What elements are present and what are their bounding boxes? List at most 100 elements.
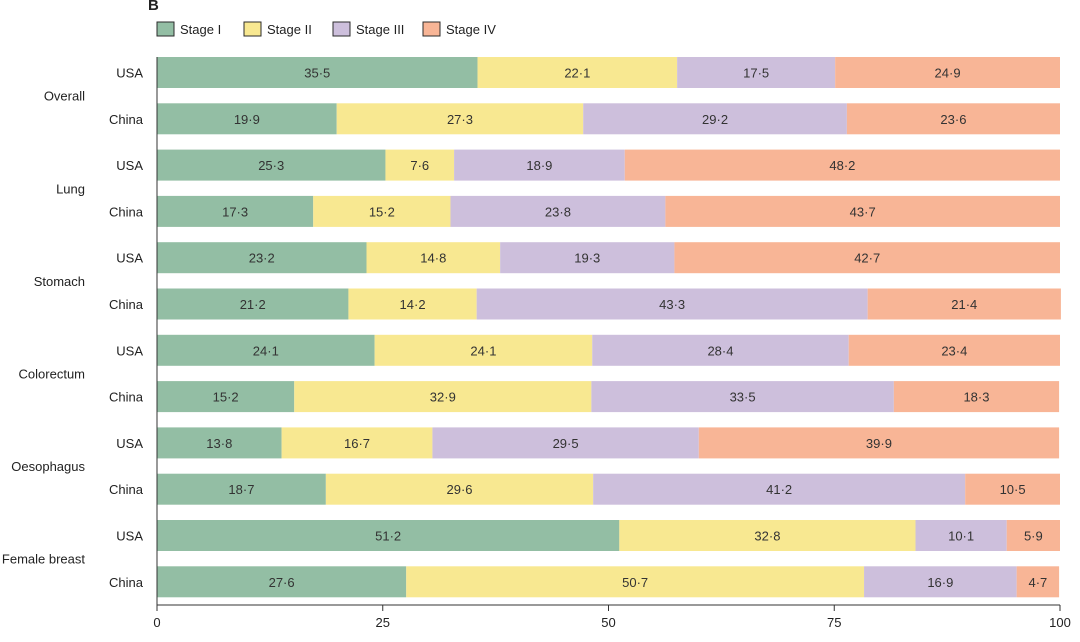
data-label-female-breast-usa-stage-i: 51·2 <box>375 529 401 544</box>
data-label-female-breast-usa-stage-iv: 5·9 <box>1024 529 1043 544</box>
data-label-oesophagus-china-stage-iii: 41·2 <box>766 482 792 497</box>
x-tick-label-75: 75 <box>827 615 841 630</box>
bars: USA 35·5 22·1 17·5 24·9 China 19·9 27·3 29·2 23·6… <box>2 57 1061 598</box>
bar-segment-colorectum-china-stage-iv <box>893 381 1060 413</box>
legend-label-stage-iii: Stage III <box>356 22 404 37</box>
bar-segment-colorectum-usa-stage-iii <box>592 334 849 366</box>
bar-segment-colorectum-china-stage-i <box>157 381 295 413</box>
bar-segment-overall-usa-stage-iii <box>677 57 836 88</box>
bar-segment-female-breast-china-stage-iii <box>864 566 1017 598</box>
bar-segment-female-breast-usa-stage-i <box>157 520 620 551</box>
data-label-oesophagus-usa-stage-i: 13·8 <box>206 436 232 451</box>
bar-segment-overall-usa-stage-i <box>157 57 478 88</box>
row-label-overall-usa: USA <box>116 66 143 81</box>
legend-swatch-stage-iv <box>422 21 441 37</box>
data-label-colorectum-usa-stage-iii: 28·4 <box>707 343 733 358</box>
group-label-overall: Overall <box>44 89 85 104</box>
data-label-lung-china-stage-ii: 15·2 <box>369 204 395 219</box>
bar-segment-overall-usa-stage-iv <box>835 57 1060 88</box>
bar-segment-stomach-china-stage-iii <box>476 288 868 320</box>
data-label-overall-china-stage-i: 19·9 <box>234 112 260 127</box>
legend-label-stage-iv: Stage IV <box>446 22 496 37</box>
legend: Stage I Stage II Stage III Stage IV <box>156 21 496 37</box>
bar-segment-overall-china-stage-ii <box>336 103 584 135</box>
data-label-lung-usa-stage-iii: 18·9 <box>526 158 552 173</box>
bar-segment-oesophagus-usa-stage-i <box>157 427 282 459</box>
bar-segment-overall-usa-stage-ii <box>477 57 678 88</box>
data-label-overall-usa-stage-iii: 17·5 <box>743 66 769 81</box>
bar-segment-female-breast-usa-stage-ii <box>619 520 916 551</box>
bar-segment-overall-china-stage-i <box>157 103 337 135</box>
data-label-lung-china-stage-iv: 43·7 <box>850 204 876 219</box>
bar-segment-oesophagus-usa-stage-iv <box>698 427 1060 459</box>
bar-segment-stomach-usa-stage-ii <box>366 242 501 274</box>
data-label-female-breast-china-stage-ii: 50·7 <box>622 575 648 590</box>
bar-segment-female-breast-china-stage-i <box>157 566 407 598</box>
bar-segment-female-breast-china-stage-iv <box>1016 566 1060 598</box>
data-label-female-breast-usa-stage-ii: 32·8 <box>754 529 780 544</box>
data-label-colorectum-china-stage-ii: 32·9 <box>430 390 456 405</box>
bar-segment-stomach-china-stage-iv <box>867 288 1061 320</box>
bar-segment-oesophagus-china-stage-ii <box>325 473 594 505</box>
data-label-overall-usa-stage-ii: 22·1 <box>564 66 590 81</box>
data-label-overall-china-stage-iii: 29·2 <box>702 112 728 127</box>
bar-segment-stomach-china-stage-i <box>157 288 349 320</box>
bar-segment-colorectum-usa-stage-ii <box>374 334 593 366</box>
bar-segment-overall-china-stage-iv <box>846 103 1060 135</box>
bar-segment-colorectum-china-stage-iii <box>591 381 894 413</box>
bar-segment-colorectum-usa-stage-iv <box>848 334 1060 366</box>
row-label-female-breast-china: China <box>109 575 144 590</box>
row-label-stomach-usa: USA <box>116 251 143 266</box>
bar-segment-oesophagus-china-stage-iii <box>593 473 966 505</box>
row-label-oesophagus-usa: USA <box>116 436 143 451</box>
group-label-oesophagus: Oesophagus <box>11 459 85 474</box>
data-label-oesophagus-china-stage-iv: 10·5 <box>1000 482 1026 497</box>
row-label-lung-usa: USA <box>116 158 143 173</box>
data-label-colorectum-usa-stage-iv: 23·4 <box>941 343 967 358</box>
data-label-oesophagus-usa-stage-iii: 29·5 <box>553 436 579 451</box>
data-label-female-breast-china-stage-i: 27·6 <box>269 575 295 590</box>
bar-segment-stomach-usa-stage-iii <box>500 242 675 274</box>
row-label-colorectum-china: China <box>109 390 144 405</box>
bar-segment-colorectum-usa-stage-i <box>157 334 375 366</box>
bar-segment-oesophagus-china-stage-i <box>157 473 326 505</box>
data-label-lung-usa-stage-iv: 48·2 <box>829 158 855 173</box>
x-axis: 0 25 50 75 100 <box>153 57 1071 630</box>
bar-segment-lung-china-stage-i <box>157 195 314 227</box>
data-label-lung-china-stage-iii: 23·8 <box>545 204 571 219</box>
x-tick-label-25: 25 <box>376 615 390 630</box>
data-label-stomach-china-stage-iii: 43·3 <box>659 297 685 312</box>
bar-segment-overall-china-stage-iii <box>583 103 847 135</box>
group-label-lung: Lung <box>56 181 85 196</box>
data-label-stomach-usa-stage-iv: 42·7 <box>854 251 880 266</box>
x-tick-label-100: 100 <box>1049 615 1071 630</box>
row-label-colorectum-usa: USA <box>116 343 143 358</box>
row-label-oesophagus-china: China <box>109 482 144 497</box>
bar-segment-lung-usa-stage-iv <box>624 149 1060 181</box>
x-tick-label-0: 0 <box>153 615 160 630</box>
data-label-oesophagus-usa-stage-iv: 39·9 <box>866 436 892 451</box>
data-label-colorectum-china-stage-iv: 18·3 <box>963 390 989 405</box>
data-label-female-breast-usa-stage-iii: 10·1 <box>948 529 974 544</box>
data-label-colorectum-china-stage-i: 15·2 <box>213 390 239 405</box>
data-label-overall-usa-stage-iv: 24·9 <box>935 66 961 81</box>
bar-segment-female-breast-usa-stage-iii <box>915 520 1007 551</box>
data-label-lung-usa-stage-i: 25·3 <box>258 158 284 173</box>
data-label-overall-china-stage-ii: 27·3 <box>447 112 473 127</box>
legend-label-stage-ii: Stage II <box>267 22 312 37</box>
data-label-colorectum-usa-stage-i: 24·1 <box>253 343 279 358</box>
bar-segment-female-breast-china-stage-ii <box>406 566 865 598</box>
row-label-female-breast-usa: USA <box>116 529 143 544</box>
data-label-lung-usa-stage-ii: 7·6 <box>410 158 429 173</box>
data-label-stomach-china-stage-ii: 14·2 <box>400 297 426 312</box>
bar-segment-oesophagus-usa-stage-ii <box>281 427 433 459</box>
group-label-stomach: Stomach <box>34 274 85 289</box>
group-label-female-breast: Female breast <box>2 552 85 567</box>
bar-segment-female-breast-usa-stage-iv <box>1006 520 1060 551</box>
data-label-stomach-china-stage-iv: 21·4 <box>951 297 977 312</box>
legend-swatch-stage-iii <box>332 21 351 37</box>
bar-segment-lung-usa-stage-ii <box>385 149 455 181</box>
bar-segment-oesophagus-china-stage-iv <box>965 473 1060 505</box>
